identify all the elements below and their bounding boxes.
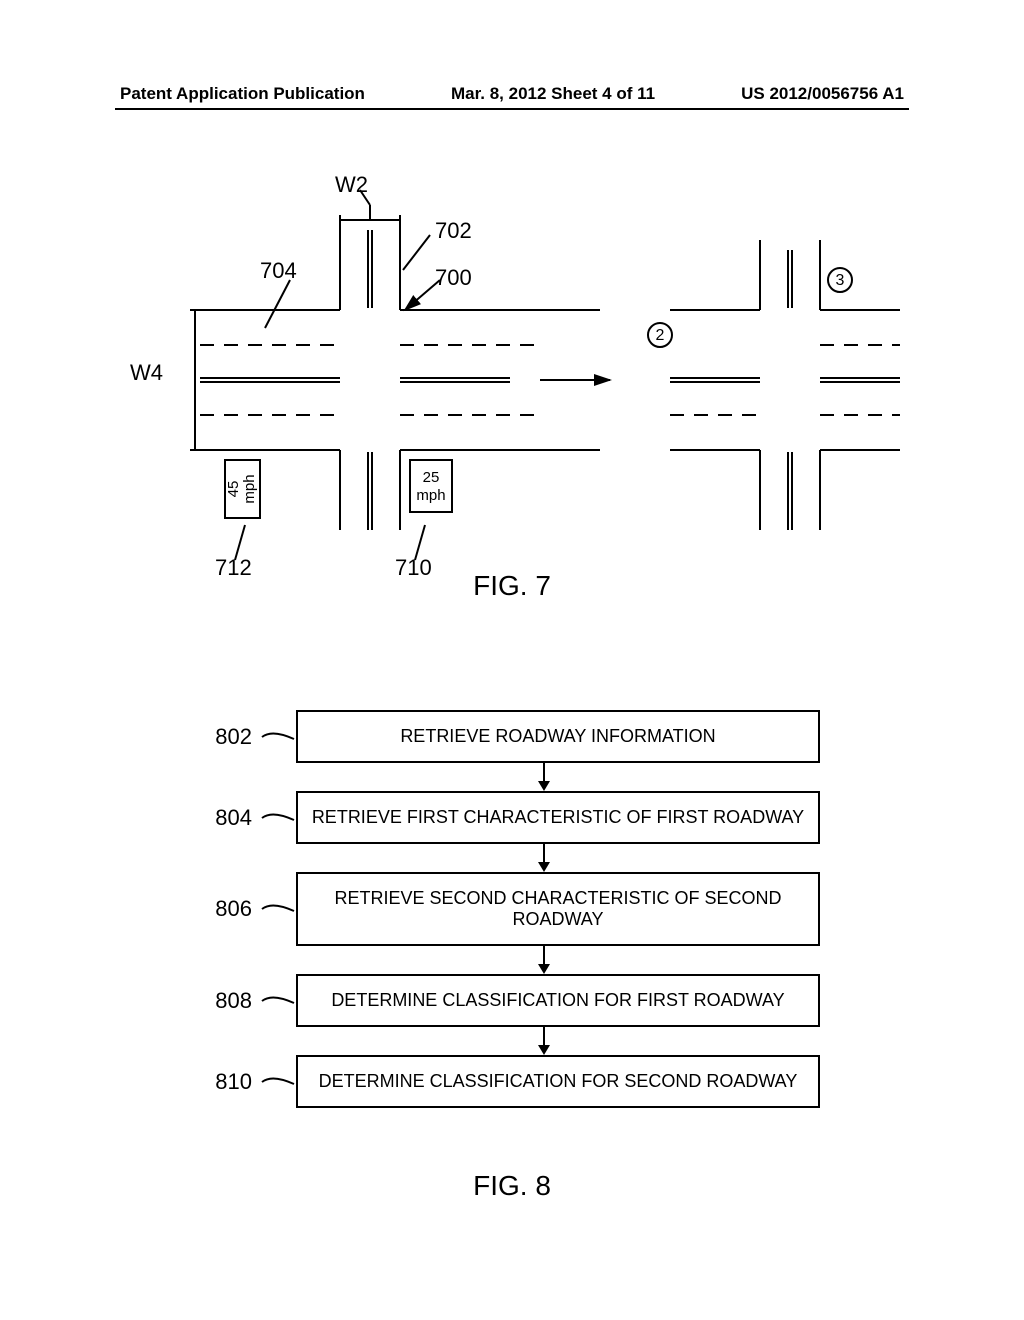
label-700: 700 — [435, 265, 472, 291]
flow-arrow — [268, 844, 820, 872]
flow-box: DETERMINE CLASSIFICATION FOR FIRST ROADW… — [296, 974, 820, 1027]
road-intersection-svg: 2 3 25 mph 45 mph — [140, 180, 900, 580]
flow-step: 804 RETRIEVE FIRST CHARACTERISTIC OF FIR… — [180, 791, 820, 844]
leader-line-icon — [260, 808, 296, 828]
label-704: 704 — [260, 258, 297, 284]
flow-box: RETRIEVE SECOND CHARACTERISTIC OF SECOND… — [296, 872, 820, 946]
header-right: US 2012/0056756 A1 — [741, 84, 904, 104]
flow-step: 806 RETRIEVE SECOND CHARACTERISTIC OF SE… — [180, 872, 820, 946]
header-center: Mar. 8, 2012 Sheet 4 of 11 — [451, 84, 655, 104]
leader-line-icon — [260, 991, 296, 1011]
flow-step: 802 RETRIEVE ROADWAY INFORMATION — [180, 710, 820, 763]
flow-step: 808 DETERMINE CLASSIFICATION FOR FIRST R… — [180, 974, 820, 1027]
flow-box: DETERMINE CLASSIFICATION FOR SECOND ROAD… — [296, 1055, 820, 1108]
page-header: Patent Application Publication Mar. 8, 2… — [0, 84, 1024, 104]
leader-line-icon — [260, 727, 296, 747]
leader-line-icon — [260, 899, 296, 919]
label-w2: W2 — [335, 172, 368, 198]
flow-arrow — [268, 1027, 820, 1055]
circle-3-label: 3 — [836, 272, 845, 289]
figure-7-diagram: 2 3 25 mph 45 mph W2 W4 702 700 704 710 … — [140, 180, 900, 580]
flow-arrow — [268, 946, 820, 974]
flow-num: 804 — [180, 805, 260, 831]
header-left: Patent Application Publication — [120, 84, 365, 104]
figure-8-flowchart: 802 RETRIEVE ROADWAY INFORMATION 804 RET… — [180, 710, 820, 1108]
header-divider — [115, 108, 909, 110]
flow-box: RETRIEVE ROADWAY INFORMATION — [296, 710, 820, 763]
flow-num: 802 — [180, 724, 260, 750]
leader-line-icon — [260, 1072, 296, 1092]
flow-arrow — [268, 763, 820, 791]
sign-712-line2: mph — [241, 474, 258, 503]
sign-710-line2: mph — [416, 487, 445, 504]
flow-num: 806 — [180, 896, 260, 922]
flow-box: RETRIEVE FIRST CHARACTERISTIC OF FIRST R… — [296, 791, 820, 844]
sign-712-line1: 45 — [225, 481, 242, 498]
flow-num: 810 — [180, 1069, 260, 1095]
figure-8-caption: FIG. 8 — [0, 1170, 1024, 1202]
label-w4: W4 — [130, 360, 163, 386]
sign-710-line1: 25 — [423, 469, 440, 486]
circle-2-label: 2 — [656, 327, 665, 344]
flow-step: 810 DETERMINE CLASSIFICATION FOR SECOND … — [180, 1055, 820, 1108]
flow-num: 808 — [180, 988, 260, 1014]
label-702: 702 — [435, 218, 472, 244]
figure-7-caption: FIG. 7 — [0, 570, 1024, 602]
